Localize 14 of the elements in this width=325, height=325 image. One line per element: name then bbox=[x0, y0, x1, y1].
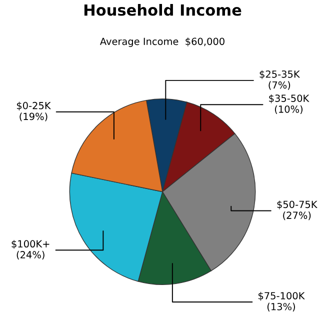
data-label: (7%) bbox=[268, 81, 290, 90]
data-label: (19%) bbox=[20, 112, 48, 122]
data-label: (24%) bbox=[16, 250, 44, 260]
slice-label: $0-25K bbox=[16, 102, 51, 111]
data-label: (10%) bbox=[274, 105, 303, 114]
slice-label: $35-50K bbox=[269, 94, 310, 104]
slice-label: $100K+ bbox=[12, 240, 50, 249]
data-label: (13%) bbox=[267, 302, 295, 312]
slice-label: $50-75K bbox=[277, 200, 318, 210]
slice-label: $75-100K bbox=[258, 292, 305, 301]
slice-label: $25-35K bbox=[260, 70, 300, 80]
chart-subtitle: Average Income $60,000 bbox=[100, 38, 224, 47]
data-label: (27%) bbox=[283, 211, 311, 220]
chart-title: Household Income bbox=[84, 4, 242, 16]
